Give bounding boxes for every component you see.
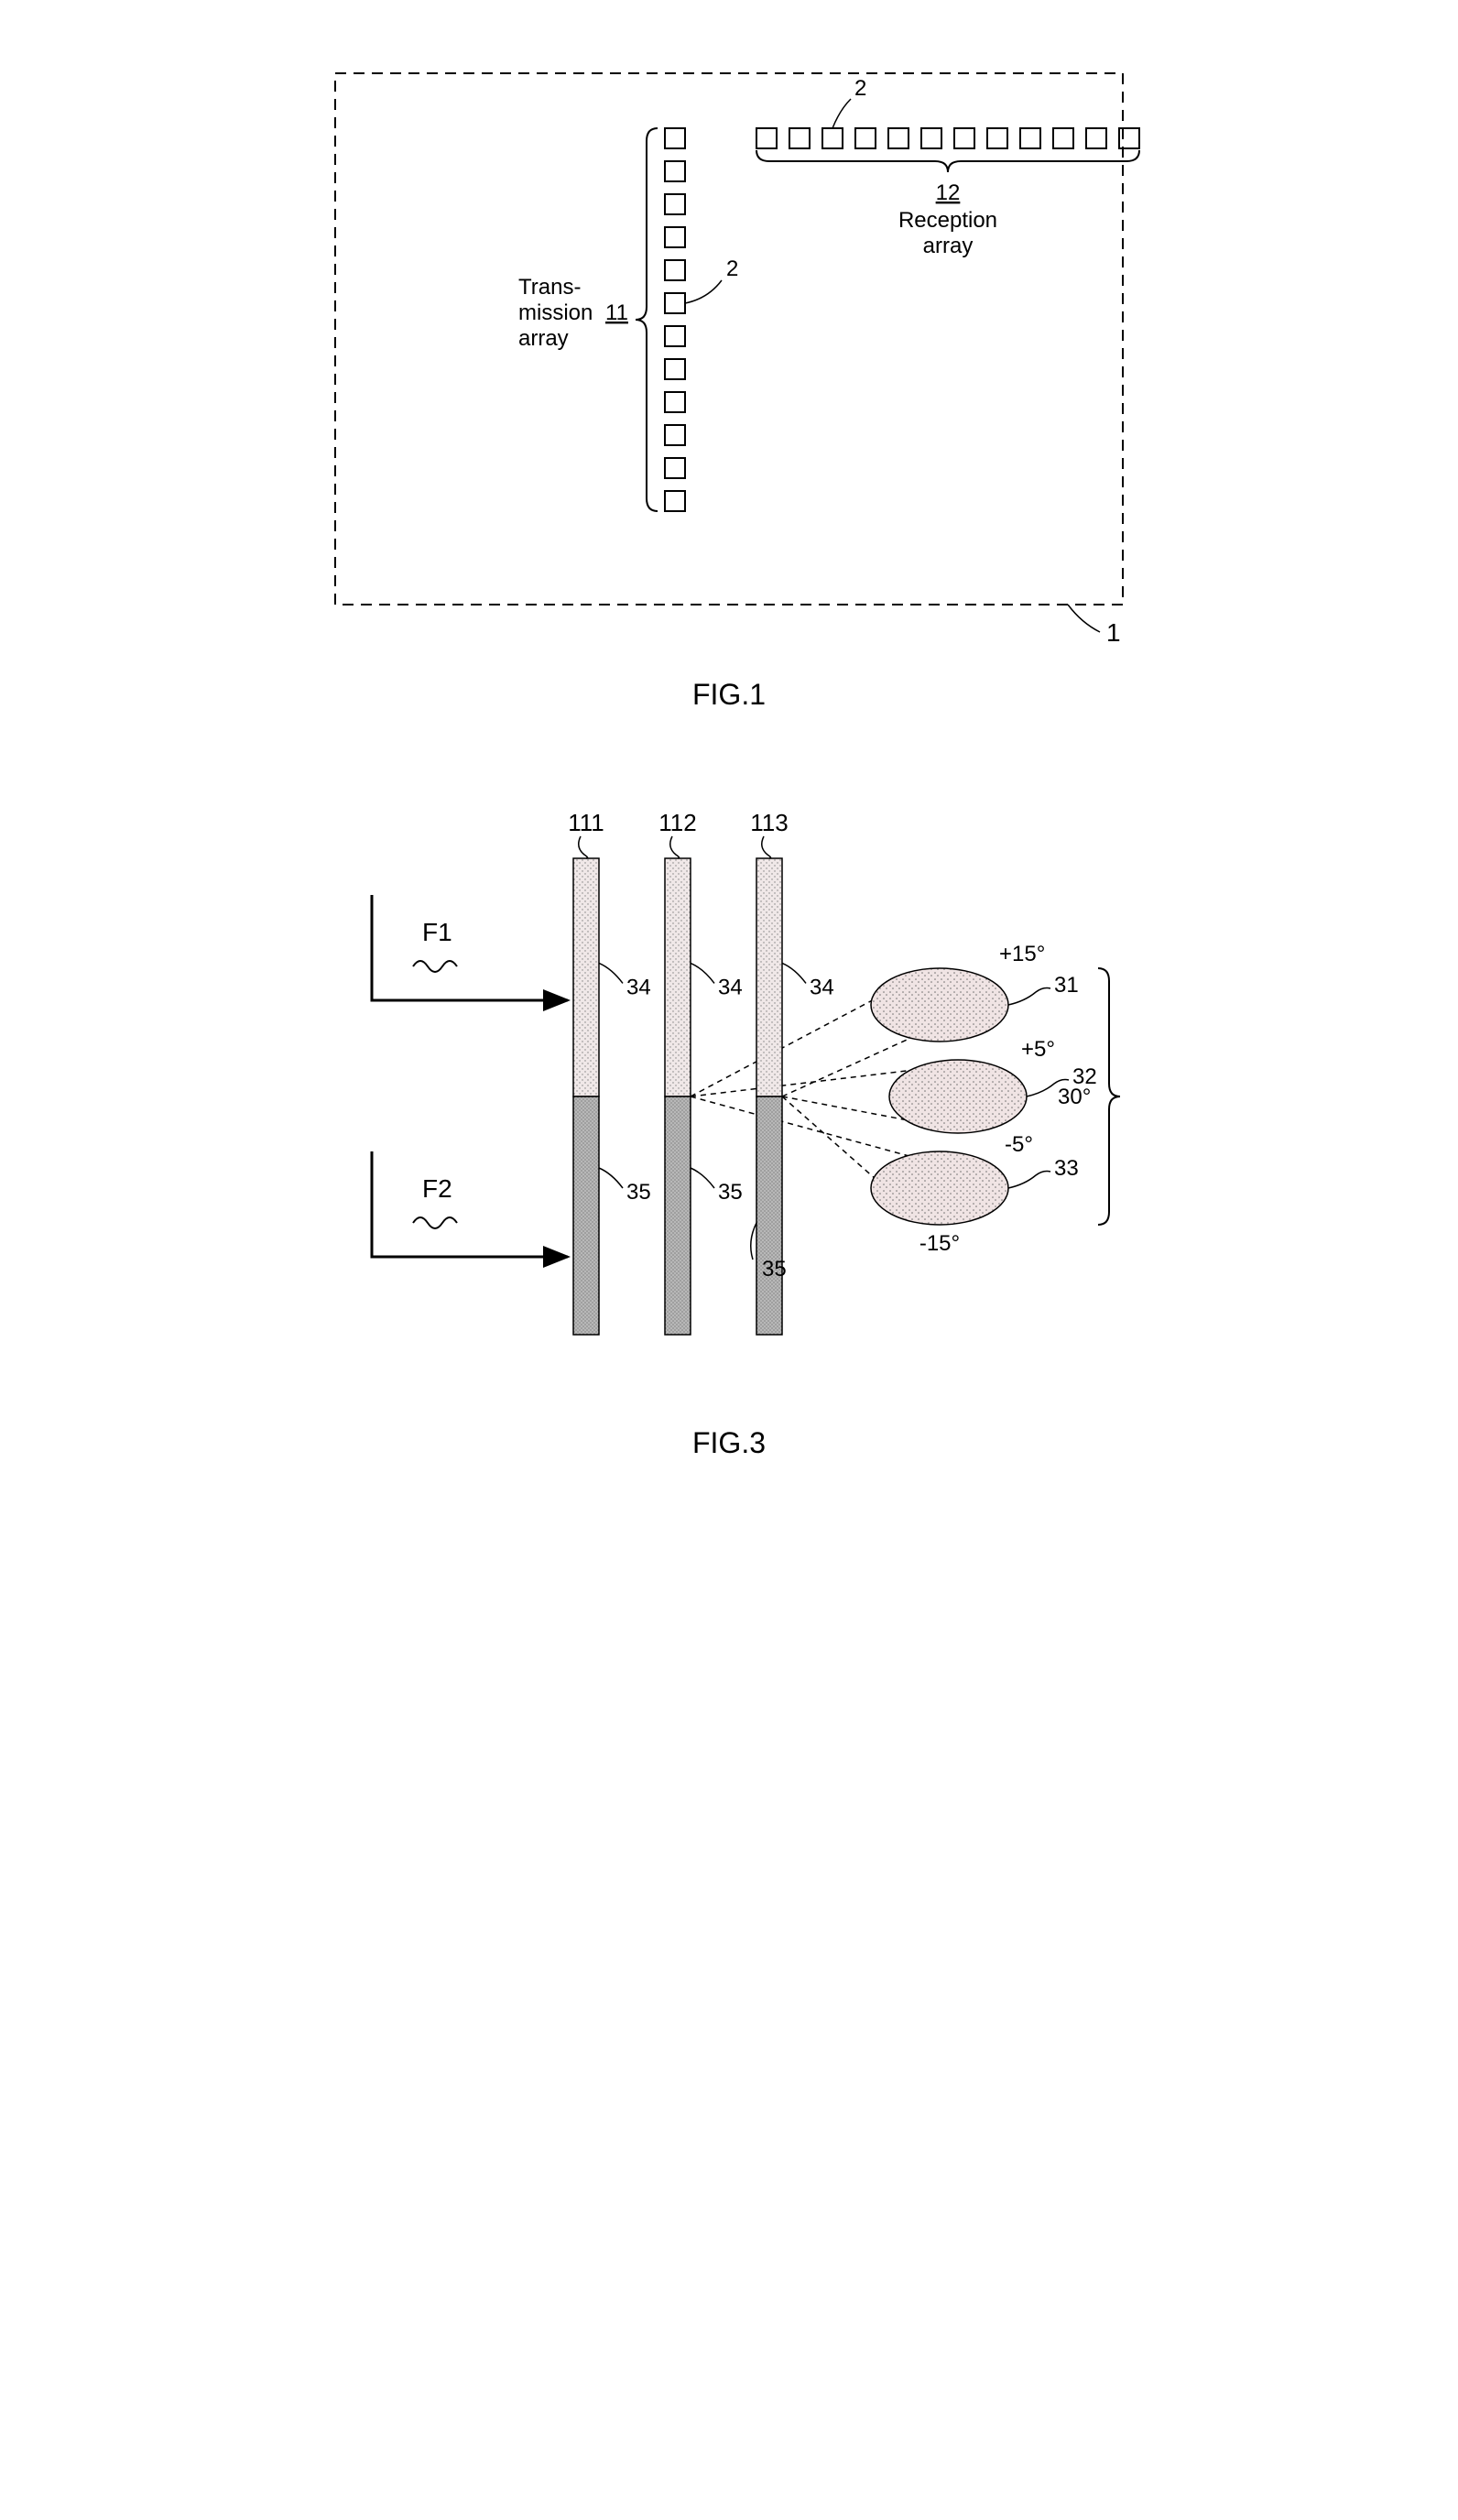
svg-text:111: 111: [568, 809, 604, 836]
tx-label-line1: Trans-: [518, 275, 581, 300]
svg-text:112: 112: [658, 809, 696, 836]
svg-text:+5°: +5°: [1021, 1037, 1055, 1062]
box-callout-label: 1: [1106, 618, 1121, 647]
svg-text:33: 33: [1054, 1156, 1079, 1181]
fig3-caption: FIG.3: [692, 1426, 766, 1460]
bar-group: [573, 858, 782, 1335]
f1-bracket: [372, 895, 537, 1000]
svg-text:113: 113: [750, 809, 788, 836]
svg-text:35: 35: [762, 1257, 787, 1282]
transmission-array: [665, 128, 685, 511]
f1-label: F1: [422, 918, 452, 946]
figure-3: 111112113 343534353435 +15°+5°-5° 313233…: [299, 785, 1159, 1460]
bar-labels: 111 112 113: [568, 809, 788, 858]
rx-label-line1: Reception: [898, 208, 997, 233]
tx-label-line2: mission: [518, 300, 593, 325]
brace-label: 30°: [1058, 1085, 1091, 1109]
svg-text:35: 35: [626, 1180, 651, 1205]
svg-text:-5°: -5°: [1005, 1132, 1033, 1157]
tx-brace: [636, 128, 658, 511]
beam-ellipses: [871, 968, 1027, 1225]
beam-brace: [1098, 968, 1120, 1225]
box-callout-line: [1068, 605, 1100, 632]
tx-label-line3: array: [518, 326, 569, 351]
fig3-svg: 111112113 343534353435 +15°+5°-5° 313233…: [299, 785, 1159, 1408]
f2-label: F2: [422, 1174, 452, 1203]
fig1-caption: FIG.1: [692, 678, 766, 712]
rx-brace: [756, 150, 1139, 172]
f1-wave-icon: [413, 961, 457, 972]
tx-callout-line: [685, 280, 722, 303]
svg-text:34: 34: [626, 975, 651, 999]
angle-labels: +15° +5° -5°: [999, 942, 1055, 1157]
svg-text:+15°: +15°: [999, 942, 1045, 966]
svg-text:35: 35: [718, 1180, 743, 1205]
bar-callouts: 34 35 34 35 34 35: [599, 963, 834, 1282]
f2-wave-icon: [413, 1217, 457, 1228]
f2-bracket: [372, 1151, 537, 1257]
rx-label-line2: array: [923, 234, 974, 258]
bottom-angle-label: -15°: [919, 1231, 960, 1256]
svg-text:31: 31: [1054, 973, 1079, 998]
svg-text:34: 34: [810, 975, 834, 999]
svg-text:34: 34: [718, 975, 743, 999]
rx-callout-label: 2: [854, 76, 866, 101]
tx-number-label: 11: [605, 300, 628, 325]
fig1-svg: Trans- mission array 11 12 Reception arr…: [299, 37, 1159, 660]
reception-array: [756, 128, 1139, 148]
rx-number-label: 12: [936, 180, 961, 205]
figure-1: Trans- mission array 11 12 Reception arr…: [299, 37, 1159, 712]
fig1-outer-box: [335, 73, 1123, 605]
rx-callout-line: [832, 99, 851, 128]
tx-callout-label: 2: [726, 256, 738, 281]
